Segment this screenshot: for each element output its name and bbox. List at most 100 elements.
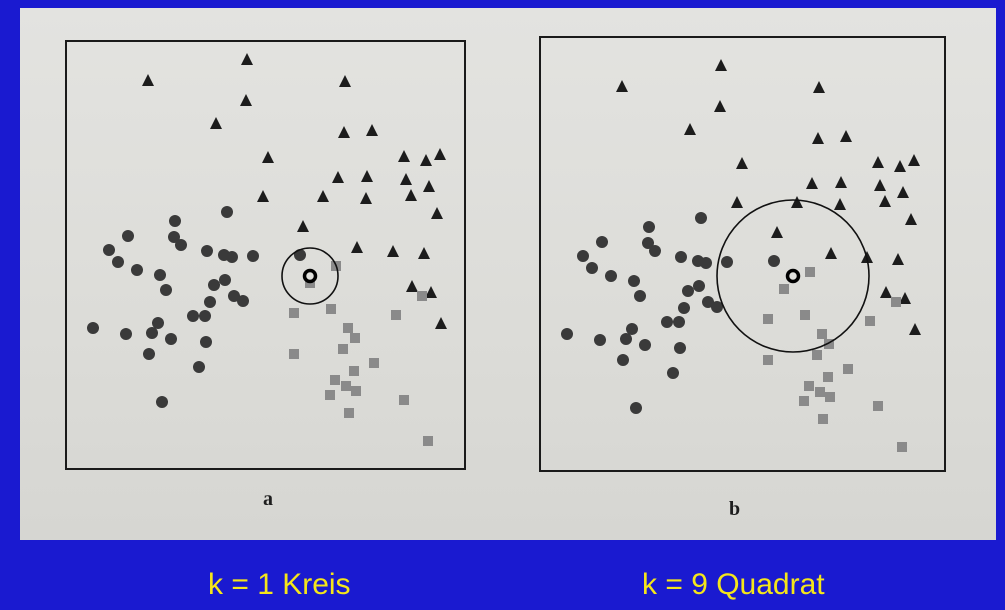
panel-a-circle-28: [200, 336, 212, 348]
panel-b-circle-31: [630, 402, 642, 414]
panel-b-triangle-4: [684, 123, 696, 135]
panel-a-triangle-16: [257, 190, 269, 202]
panel-a-square-14: [341, 381, 351, 391]
panel-a-triangle-23: [418, 247, 430, 259]
panel-b-triangle-11: [908, 154, 920, 166]
panel-a-circle-14: [154, 269, 166, 281]
panel-b-triangle-6: [812, 132, 824, 144]
panel-b-square-3: [800, 310, 810, 320]
panel-b-circle-16: [693, 280, 705, 292]
panel-a-triangle-8: [262, 151, 274, 163]
panel-b-square-18: [818, 414, 828, 424]
panel-a-triangle-19: [405, 189, 417, 201]
panel-a-triangle-2: [241, 53, 253, 65]
panel-a-circle-7: [112, 256, 124, 268]
panel-a-triangle-14: [400, 173, 412, 185]
panel-b-triangle-17: [791, 196, 803, 208]
panel-b-circle-20: [561, 328, 573, 340]
panel-a-square-4: [289, 308, 299, 318]
panel-b-triangle-21: [825, 247, 837, 259]
panel-a-triangle-6: [338, 126, 350, 138]
panel-b-square-1: [805, 267, 815, 277]
panel-label-b: b: [729, 498, 741, 520]
panel-b-square-12: [823, 372, 833, 382]
panel-b-square-14: [815, 387, 825, 397]
panel-a-square-3: [326, 304, 336, 314]
panel-a-circle-5: [175, 239, 187, 251]
panel-a-triangle-12: [332, 171, 344, 183]
panel-a-circle-23: [204, 296, 216, 308]
panel-b-circle-27: [639, 339, 651, 351]
panel-b-square-5: [891, 297, 901, 307]
panel-b-circle-15: [634, 290, 646, 302]
panel-a-triangle-15: [423, 180, 435, 192]
panel-a-square-11: [369, 358, 379, 368]
panel-a-triangle-1: [142, 74, 154, 86]
panel-b-triangle-18: [834, 198, 846, 210]
panel-b-triangle-10: [894, 160, 906, 172]
panel-a-triangle-27: [297, 220, 309, 232]
panel-a-square-18: [344, 408, 354, 418]
panel-b-circle-17: [682, 285, 694, 297]
panel-b-square-8: [824, 339, 834, 349]
panel-a-triangle-17: [317, 190, 329, 202]
panel-b-square-13: [804, 381, 814, 391]
panel-a-circle-2: [221, 206, 233, 218]
panel-b-circle-24: [661, 316, 673, 328]
panel-b-triangle-16: [731, 196, 743, 208]
panel-b-circle-29: [617, 354, 629, 366]
panel-a-circle-9: [201, 245, 213, 257]
panel-b-square-11: [843, 364, 853, 374]
panel-a-square-10: [289, 349, 299, 359]
panel-b-circle-2: [695, 212, 707, 224]
panel-b-query-point: [785, 268, 801, 284]
panel-b-triangle-9: [872, 156, 884, 168]
panel-b-circle-25: [673, 316, 685, 328]
panel-a-triangle-26: [435, 317, 447, 329]
panel-a-neighbourhood-circle: [281, 247, 339, 305]
panel-a-triangle-10: [420, 154, 432, 166]
panel-b-circle-14: [628, 275, 640, 287]
panel-a-circle-20: [87, 322, 99, 334]
panel-b-triangle-7: [840, 130, 852, 142]
panel-b-circle-22: [626, 323, 638, 335]
panel-a-square-13: [330, 375, 340, 385]
panel-a-circle-16: [219, 274, 231, 286]
panel-b-triangle-23: [892, 253, 904, 265]
book-page-photo: [20, 8, 996, 540]
panel-b-neighbourhood-circle: [716, 199, 870, 353]
panel-b-triangle-13: [835, 176, 847, 188]
panel-b-square-7: [817, 329, 827, 339]
panel-a-circle-22: [152, 317, 164, 329]
panel-b-circle-7: [586, 262, 598, 274]
panel-b-circle-12: [721, 256, 733, 268]
panel-a-triangle-22: [387, 245, 399, 257]
panel-b-circle-26: [620, 333, 632, 345]
panel-b-circle-19: [711, 301, 723, 313]
panel-b-triangle-1: [616, 80, 628, 92]
panel-a-circle-17: [208, 279, 220, 291]
panel-a-circle-3: [122, 230, 134, 242]
panel-a-square-19: [423, 436, 433, 446]
panel-a-triangle-13: [361, 170, 373, 182]
panel-b-circle-11: [700, 257, 712, 269]
panel-a-triangle-9: [398, 150, 410, 162]
panel-b-frame: [539, 36, 946, 472]
caption-k9-square: k = 9 Quadrat: [642, 568, 825, 601]
panel-b-triangle-24: [880, 286, 892, 298]
panel-a-square-6: [391, 310, 401, 320]
panel-a-square-5: [417, 291, 427, 301]
panel-a-triangle-5: [339, 75, 351, 87]
panel-a-square-16: [325, 390, 335, 400]
panel-b-triangle-27: [771, 226, 783, 238]
panel-a-circle-24: [187, 310, 199, 322]
panel-b-circle-4: [642, 237, 654, 249]
panel-b-triangle-3: [714, 100, 726, 112]
panel-b-triangle-5: [813, 81, 825, 93]
panel-b-square-2: [779, 284, 789, 294]
panel-b-square-17: [873, 401, 883, 411]
panel-a-triangle-4: [210, 117, 222, 129]
panel-a-circle-15: [160, 284, 172, 296]
panel-label-a: a: [263, 488, 273, 510]
panel-a-square-7: [343, 323, 353, 333]
